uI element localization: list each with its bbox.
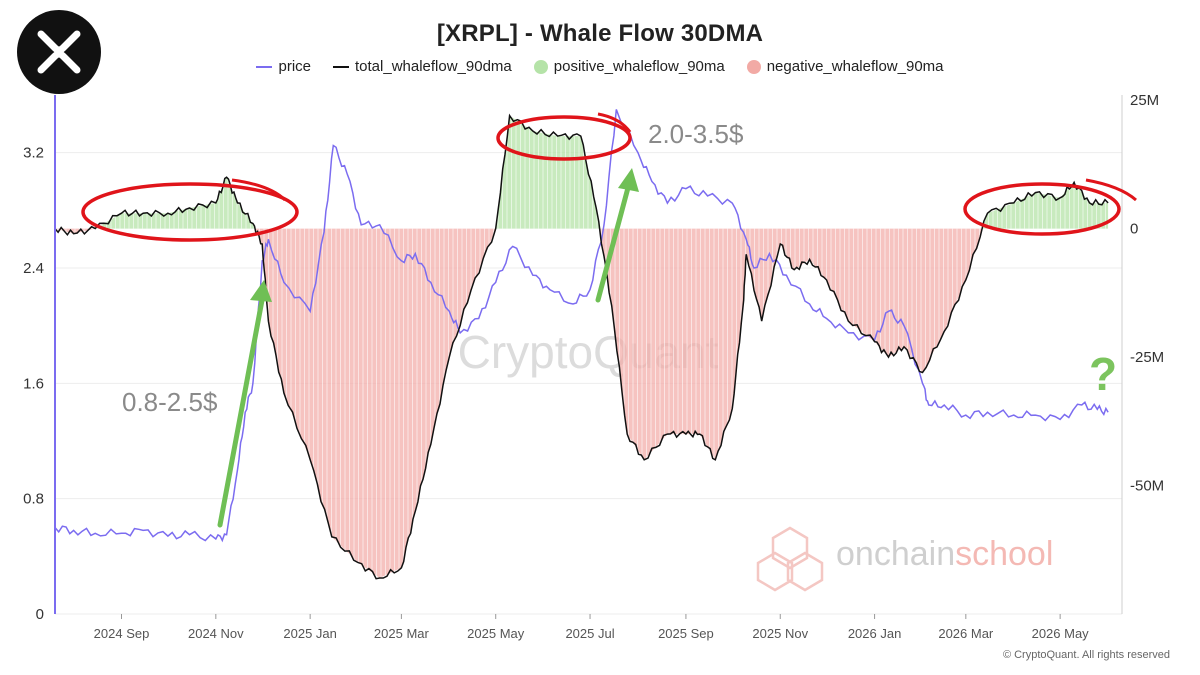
right-tick-label: -50M xyxy=(1130,478,1164,495)
copyright-notice: © CryptoQuant. All rights reserved xyxy=(1002,649,1170,661)
right-tick-label: 0 xyxy=(1130,221,1138,238)
legend-label: positive_whaleflow_90ma xyxy=(553,58,725,75)
legend-swatch xyxy=(533,59,548,74)
positive-whaleflow-area xyxy=(95,115,1109,229)
x-tick-label: 2024 Nov xyxy=(188,626,244,641)
brand-text: onchainschool xyxy=(836,535,1053,573)
brand-watermark: onchainschool xyxy=(756,526,1053,592)
legend-item-positive-whaleflow[interactable]: positive_whaleflow_90ma xyxy=(533,58,725,75)
brand-text-post: school xyxy=(955,535,1053,573)
x-tick-label: 2026 Jan xyxy=(848,626,902,641)
price-line xyxy=(54,109,1109,543)
x-tick-label: 2025 Sep xyxy=(658,626,714,641)
left-tick-label: 0 xyxy=(36,606,44,623)
right-axis-ticks: 25M 0 -25M -50M xyxy=(1130,92,1164,494)
left-tick-label: 3.2 xyxy=(23,145,44,162)
left-tick-label: 1.6 xyxy=(23,375,44,392)
trend-arrow-2 xyxy=(595,181,632,303)
annotation-range-1: 0.8-2.5$ xyxy=(122,387,218,417)
legend-label: price xyxy=(278,58,311,75)
annotation-range-2: 2.0-3.5$ xyxy=(648,119,744,149)
legend-swatch xyxy=(256,65,273,68)
legend-swatch xyxy=(746,59,761,74)
grid-lines xyxy=(55,152,1122,615)
total-whaleflow-line xyxy=(54,113,1109,580)
x-tick-label: 2026 Mar xyxy=(938,626,994,641)
xrp-logo-icon xyxy=(17,10,101,94)
legend-item-total-whaleflow[interactable]: total_whaleflow_90dma xyxy=(333,58,512,75)
x-tick-label: 2026 May xyxy=(1032,626,1090,641)
trend-arrow-2-head xyxy=(618,168,639,192)
x-tick-label: 2025 Nov xyxy=(752,626,808,641)
legend-item-price[interactable]: price xyxy=(256,58,311,75)
left-axis-ticks: 0 0.8 1.6 2.4 3.2 xyxy=(23,145,44,623)
annotations: 0.8-2.5$ 2.0-3.5$ ? xyxy=(81,112,1137,528)
highlight-ellipse-2-tail xyxy=(597,112,632,133)
chart-legend: price total_whaleflow_90dma positive_wha… xyxy=(0,58,1200,75)
brand-logo-icon xyxy=(756,526,824,592)
x-tick-label: 2025 Mar xyxy=(374,626,430,641)
legend-label: negative_whaleflow_90ma xyxy=(766,58,944,75)
trend-arrow-1-head xyxy=(250,280,272,302)
x-tick-label: 2025 May xyxy=(467,626,525,641)
trend-arrow-1 xyxy=(217,292,266,528)
x-tick-label: 2024 Sep xyxy=(94,626,150,641)
highlight-ellipse-3 xyxy=(963,182,1121,236)
right-tick-label: -25M xyxy=(1130,349,1164,366)
brand-text-pre: onchain xyxy=(836,535,955,573)
x-axis-ticks: 2024 Sep 2024 Nov 2025 Jan 2025 Mar 2025 May… xyxy=(94,614,1090,641)
legend-label: total_whaleflow_90dma xyxy=(355,58,512,75)
legend-item-negative-whaleflow[interactable]: negative_whaleflow_90ma xyxy=(746,58,944,75)
legend-swatch xyxy=(333,65,349,68)
chart-title: [XRPL] - Whale Flow 30DMA xyxy=(436,20,764,47)
annotation-question: ? xyxy=(1089,348,1117,400)
x-tick-label: 2025 Jan xyxy=(283,626,337,641)
highlight-ellipse-3-tail xyxy=(1085,178,1137,202)
left-tick-label: 2.4 xyxy=(23,260,44,277)
highlight-ellipse-1 xyxy=(81,182,299,242)
left-tick-label: 0.8 xyxy=(23,491,44,508)
x-tick-label: 2025 Jul xyxy=(565,626,614,641)
right-tick-label: 25M xyxy=(1130,92,1159,109)
highlight-ellipse-1-tail xyxy=(231,178,287,202)
highlight-ellipse-2 xyxy=(496,115,632,161)
